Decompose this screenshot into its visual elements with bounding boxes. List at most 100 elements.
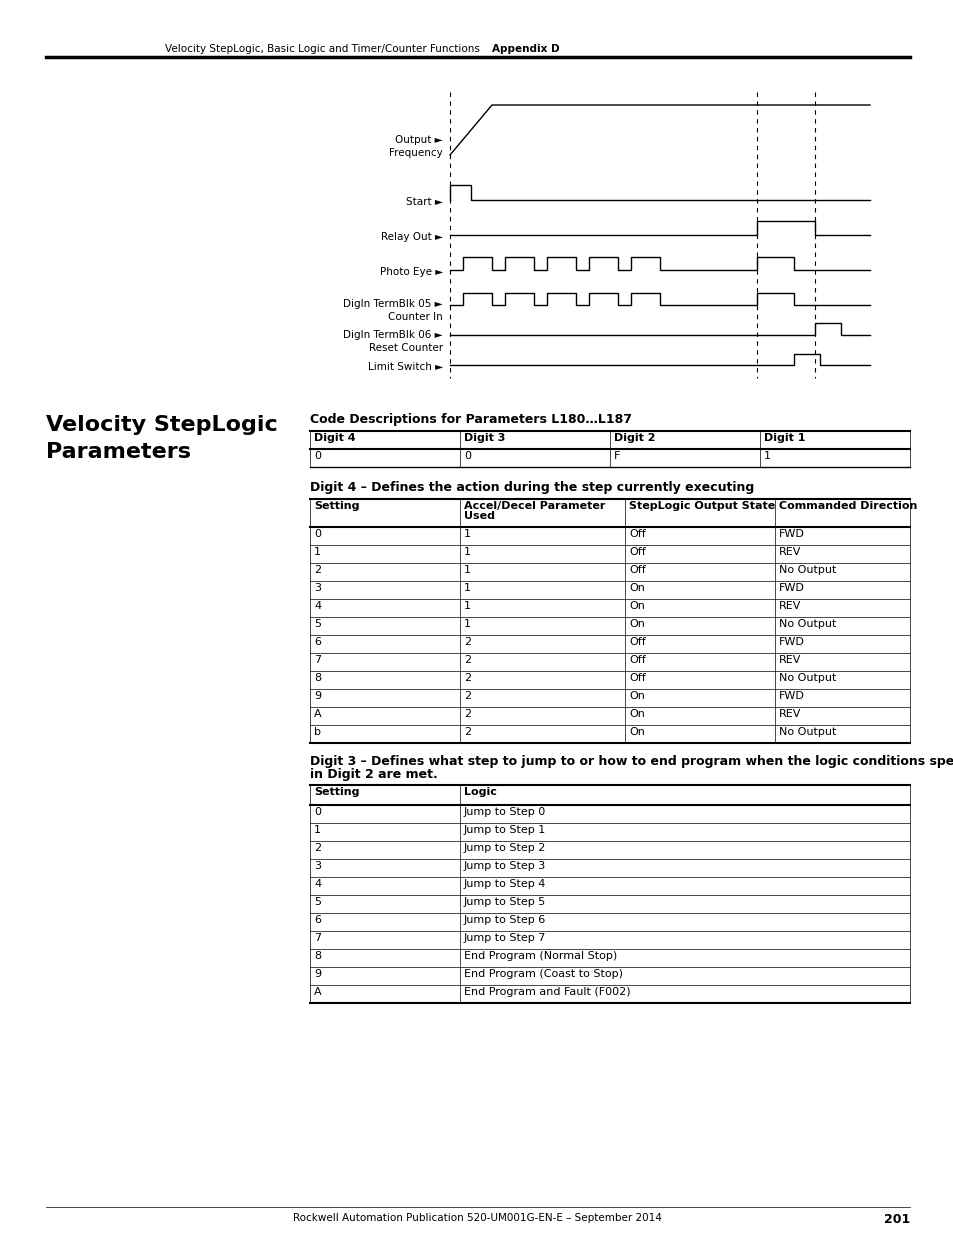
Text: Jump to Step 6: Jump to Step 6 <box>463 915 546 925</box>
Text: 7: 7 <box>314 655 321 664</box>
Text: 1: 1 <box>314 825 320 835</box>
Text: End Program (Normal Stop): End Program (Normal Stop) <box>463 951 617 961</box>
Text: Counter In: Counter In <box>388 312 442 322</box>
Text: A: A <box>314 709 321 719</box>
Text: 7: 7 <box>314 932 321 944</box>
Text: 1: 1 <box>314 547 320 557</box>
Text: Appendix D: Appendix D <box>492 44 559 54</box>
Text: 2: 2 <box>314 844 321 853</box>
Text: 2: 2 <box>463 727 471 737</box>
Text: 8: 8 <box>314 951 321 961</box>
Text: 2: 2 <box>463 673 471 683</box>
Text: No Output: No Output <box>779 564 836 576</box>
Text: On: On <box>628 601 644 611</box>
Text: Off: Off <box>628 564 645 576</box>
Text: Reset Counter: Reset Counter <box>369 343 442 353</box>
Text: FWD: FWD <box>779 692 804 701</box>
Text: 1: 1 <box>463 619 471 629</box>
Text: 0: 0 <box>463 451 471 461</box>
Text: No Output: No Output <box>779 727 836 737</box>
Text: Jump to Step 2: Jump to Step 2 <box>463 844 546 853</box>
Text: Digit 3: Digit 3 <box>463 433 505 443</box>
Text: FWD: FWD <box>779 637 804 647</box>
Text: End Program and Fault (F002): End Program and Fault (F002) <box>463 987 630 997</box>
Text: 2: 2 <box>463 692 471 701</box>
Text: Frequency: Frequency <box>389 148 442 158</box>
Text: F: F <box>614 451 619 461</box>
Text: 9: 9 <box>314 969 321 979</box>
Text: 6: 6 <box>314 915 320 925</box>
Text: 4: 4 <box>314 879 321 889</box>
Text: Digit 3 – Defines what step to jump to or how to end program when the logic cond: Digit 3 – Defines what step to jump to o… <box>310 755 953 768</box>
Text: Limit Switch ►: Limit Switch ► <box>368 362 442 372</box>
Text: Jump to Step 5: Jump to Step 5 <box>463 897 546 906</box>
Text: Digit 4 – Defines the action during the step currently executing: Digit 4 – Defines the action during the … <box>310 480 754 494</box>
Text: 2: 2 <box>463 637 471 647</box>
Text: 1: 1 <box>463 583 471 593</box>
Text: FWD: FWD <box>779 583 804 593</box>
Text: Off: Off <box>628 547 645 557</box>
Text: 4: 4 <box>314 601 321 611</box>
Text: On: On <box>628 692 644 701</box>
Text: 9: 9 <box>314 692 321 701</box>
Text: Accel/Decel Parameter: Accel/Decel Parameter <box>463 501 605 511</box>
Text: REV: REV <box>779 709 801 719</box>
Text: Off: Off <box>628 637 645 647</box>
Text: Jump to Step 0: Jump to Step 0 <box>463 806 546 818</box>
Text: Photo Eye ►: Photo Eye ► <box>379 267 442 277</box>
Text: 3: 3 <box>314 861 320 871</box>
Text: On: On <box>628 583 644 593</box>
Text: Off: Off <box>628 529 645 538</box>
Text: 5: 5 <box>314 897 320 906</box>
Text: REV: REV <box>779 655 801 664</box>
Text: No Output: No Output <box>779 619 836 629</box>
Text: Jump to Step 3: Jump to Step 3 <box>463 861 546 871</box>
Text: Commanded Direction: Commanded Direction <box>779 501 917 511</box>
Text: Jump to Step 1: Jump to Step 1 <box>463 825 546 835</box>
Text: 1: 1 <box>463 564 471 576</box>
Text: 0: 0 <box>314 806 320 818</box>
Text: On: On <box>628 709 644 719</box>
Text: Velocity StepLogic: Velocity StepLogic <box>46 415 277 435</box>
Text: On: On <box>628 619 644 629</box>
Text: Relay Out ►: Relay Out ► <box>380 232 442 242</box>
Text: Digit 4: Digit 4 <box>314 433 355 443</box>
Text: DigIn TermBlk 06 ►: DigIn TermBlk 06 ► <box>343 330 442 340</box>
Text: Jump to Step 4: Jump to Step 4 <box>463 879 546 889</box>
Text: Parameters: Parameters <box>46 442 191 462</box>
Text: DigIn TermBlk 05 ►: DigIn TermBlk 05 ► <box>343 299 442 309</box>
Text: Digit 1: Digit 1 <box>763 433 804 443</box>
Text: Output ►: Output ► <box>395 135 442 144</box>
Text: 3: 3 <box>314 583 320 593</box>
Text: Digit 2: Digit 2 <box>614 433 655 443</box>
Text: REV: REV <box>779 547 801 557</box>
Text: 2: 2 <box>463 655 471 664</box>
Text: End Program (Coast to Stop): End Program (Coast to Stop) <box>463 969 622 979</box>
Text: 1: 1 <box>763 451 770 461</box>
Text: A: A <box>314 987 321 997</box>
Text: REV: REV <box>779 601 801 611</box>
Text: 8: 8 <box>314 673 321 683</box>
Text: Jump to Step 7: Jump to Step 7 <box>463 932 546 944</box>
Text: Logic: Logic <box>463 787 497 797</box>
Text: 6: 6 <box>314 637 320 647</box>
Text: Off: Off <box>628 673 645 683</box>
Text: 1: 1 <box>463 601 471 611</box>
Text: No Output: No Output <box>779 673 836 683</box>
Text: Setting: Setting <box>314 787 359 797</box>
Text: On: On <box>628 727 644 737</box>
Text: b: b <box>314 727 320 737</box>
Text: StepLogic Output State: StepLogic Output State <box>628 501 775 511</box>
Text: Used: Used <box>463 511 495 521</box>
Text: Off: Off <box>628 655 645 664</box>
Text: 2: 2 <box>314 564 321 576</box>
Text: Start ►: Start ► <box>406 198 442 207</box>
Text: Code Descriptions for Parameters L180…L187: Code Descriptions for Parameters L180…L1… <box>310 412 631 426</box>
Text: Rockwell Automation Publication 520-UM001G-EN-E – September 2014: Rockwell Automation Publication 520-UM00… <box>293 1213 660 1223</box>
Text: 0: 0 <box>314 451 320 461</box>
Text: 1: 1 <box>463 547 471 557</box>
Text: 0: 0 <box>314 529 320 538</box>
Text: 1: 1 <box>463 529 471 538</box>
Text: 5: 5 <box>314 619 320 629</box>
Text: in Digit 2 are met.: in Digit 2 are met. <box>310 768 437 781</box>
